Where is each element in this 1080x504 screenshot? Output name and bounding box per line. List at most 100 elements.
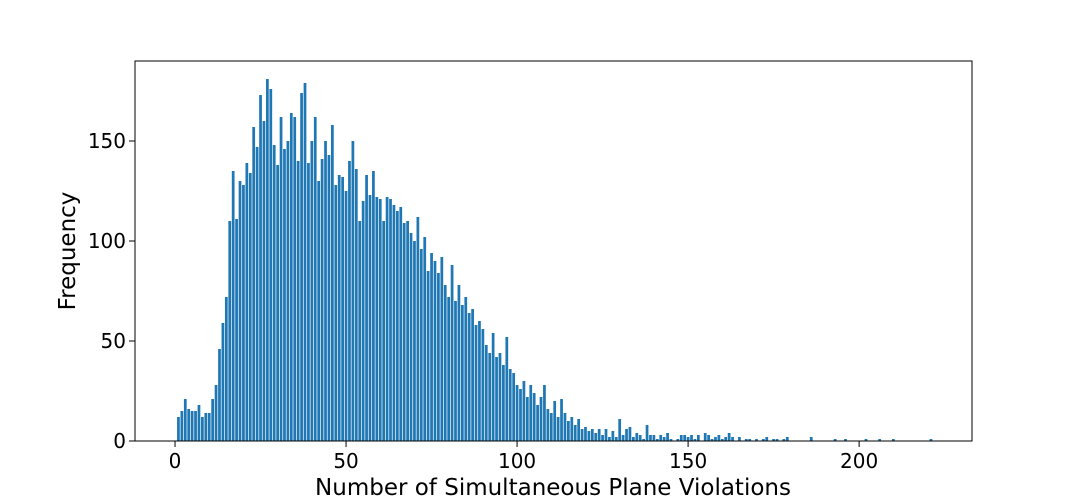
bar xyxy=(440,257,444,441)
x-tick-label: 100 xyxy=(498,449,536,473)
bar xyxy=(577,419,581,441)
bar xyxy=(690,435,693,441)
bar xyxy=(782,439,786,441)
bar xyxy=(655,439,659,441)
bar xyxy=(772,439,775,441)
bar xyxy=(662,437,666,441)
bar xyxy=(399,207,403,441)
bar xyxy=(413,241,416,441)
bar xyxy=(638,435,642,441)
bar xyxy=(621,435,625,441)
bar xyxy=(303,83,307,441)
bar xyxy=(245,163,249,441)
bar xyxy=(293,117,297,441)
bar xyxy=(608,437,611,441)
bar xyxy=(929,439,933,441)
plot-frame xyxy=(134,60,973,442)
x-tick-label: 150 xyxy=(669,449,707,473)
bar xyxy=(522,381,526,441)
y-tick-label: 0 xyxy=(113,429,126,453)
bar xyxy=(508,369,512,441)
bar xyxy=(659,435,663,441)
bar xyxy=(450,265,454,441)
bar xyxy=(652,435,656,441)
bar xyxy=(310,141,314,441)
bar xyxy=(614,437,618,441)
bar xyxy=(378,199,382,441)
bar xyxy=(307,163,310,441)
bar xyxy=(467,313,471,441)
bar xyxy=(454,301,457,441)
bar xyxy=(717,435,721,441)
bar xyxy=(478,321,481,441)
bar xyxy=(738,437,741,441)
y-tick-label: 150 xyxy=(88,129,126,153)
bar xyxy=(809,437,813,441)
bar xyxy=(632,437,635,441)
bar xyxy=(878,439,882,441)
bar xyxy=(327,155,331,441)
bar xyxy=(419,249,423,441)
bar xyxy=(286,141,290,441)
bar xyxy=(618,419,622,441)
bar xyxy=(402,223,406,441)
bar xyxy=(573,425,577,441)
bar xyxy=(460,305,464,441)
bar xyxy=(183,399,187,441)
bar xyxy=(844,439,847,441)
bar xyxy=(409,233,413,441)
bar xyxy=(703,433,707,441)
bar xyxy=(361,201,365,441)
bar xyxy=(330,125,334,441)
bar xyxy=(375,197,379,441)
bar xyxy=(484,345,488,441)
bar xyxy=(645,425,649,441)
bar xyxy=(180,411,184,441)
x-axis-label: Number of Simultaneous Plane Violations xyxy=(315,475,791,501)
bar xyxy=(358,221,362,441)
bar xyxy=(679,435,683,441)
bar xyxy=(755,439,758,441)
bar xyxy=(255,147,259,441)
bar xyxy=(464,297,468,441)
bar xyxy=(536,405,539,441)
bar xyxy=(231,171,235,441)
bar xyxy=(765,437,769,441)
bar xyxy=(693,439,697,441)
bar xyxy=(259,95,262,441)
bar xyxy=(683,435,687,441)
bar xyxy=(430,253,433,441)
bar xyxy=(334,185,338,441)
bar xyxy=(761,439,765,441)
x-tick-label: 200 xyxy=(840,449,878,473)
bar xyxy=(201,417,204,441)
bar xyxy=(744,439,748,441)
bar xyxy=(187,409,191,441)
bar xyxy=(426,271,430,441)
bar xyxy=(474,325,478,441)
bar xyxy=(625,429,628,441)
bar xyxy=(686,437,690,441)
bar xyxy=(416,217,420,441)
bar xyxy=(597,429,601,441)
bar xyxy=(443,285,447,441)
y-tick-label: 100 xyxy=(88,229,126,253)
bar xyxy=(300,93,303,441)
bar xyxy=(248,173,252,441)
bar xyxy=(224,297,228,441)
bar xyxy=(221,323,225,441)
x-tick-label: 0 xyxy=(169,449,182,473)
bar xyxy=(724,437,728,441)
bar xyxy=(546,409,550,441)
bar xyxy=(590,429,594,441)
bar xyxy=(604,429,608,441)
bar xyxy=(348,161,351,441)
bar xyxy=(238,181,242,441)
bar xyxy=(549,413,553,441)
bar xyxy=(669,439,673,441)
bar xyxy=(532,393,536,441)
bar xyxy=(731,437,734,441)
bar xyxy=(313,117,317,441)
bar xyxy=(543,385,546,441)
